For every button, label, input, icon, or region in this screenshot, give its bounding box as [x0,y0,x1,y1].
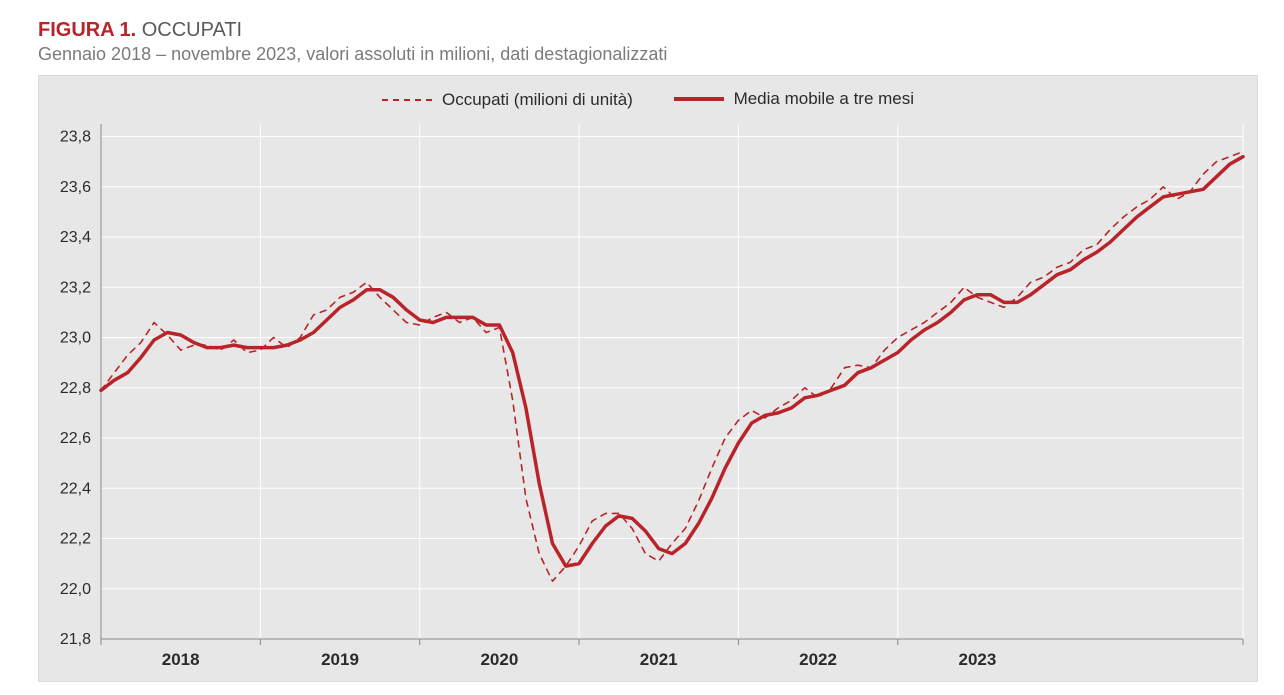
svg-text:23,0: 23,0 [60,330,91,347]
title-prefix: FIGURA 1. [38,19,136,41]
chart-svg: 21,8 22,0 22,2 22,4 22,6 22,8 23,0 23,2 23,4 23,6… [39,76,1257,681]
chart-container: Occupati (milioni di unità) Media mobile… [38,75,1258,682]
legend-swatch-solid [674,97,724,101]
legend-item-media: Media mobile a tre mesi [674,89,914,109]
legend-label: Media mobile a tre mesi [734,89,914,109]
svg-text:2020: 2020 [480,650,518,669]
svg-text:2023: 2023 [959,650,997,669]
svg-text:23,2: 23,2 [60,279,91,296]
legend-label: Occupati (milioni di unità) [442,90,633,110]
svg-text:22,0: 22,0 [60,581,91,598]
svg-text:23,6: 23,6 [60,179,91,196]
svg-text:22,2: 22,2 [60,531,91,548]
svg-text:22,6: 22,6 [60,430,91,447]
svg-text:2021: 2021 [640,650,678,669]
title-main: OCCUPATI [142,19,242,41]
figure-title: FIGURA 1. OCCUPATI [38,18,1256,42]
svg-text:2018: 2018 [162,650,200,669]
svg-text:2022: 2022 [799,650,837,669]
svg-text:22,4: 22,4 [60,480,91,497]
legend: Occupati (milioni di unità) Media mobile… [39,86,1257,110]
legend-swatch-dashed [382,99,432,101]
figure-subtitle: Gennaio 2018 – novembre 2023, valori ass… [38,44,1256,65]
svg-text:23,4: 23,4 [60,229,91,246]
svg-text:22,8: 22,8 [60,380,91,397]
svg-text:21,8: 21,8 [60,631,91,648]
svg-text:2019: 2019 [321,650,359,669]
svg-text:23,8: 23,8 [60,129,91,146]
legend-item-occupati: Occupati (milioni di unità) [382,90,633,110]
